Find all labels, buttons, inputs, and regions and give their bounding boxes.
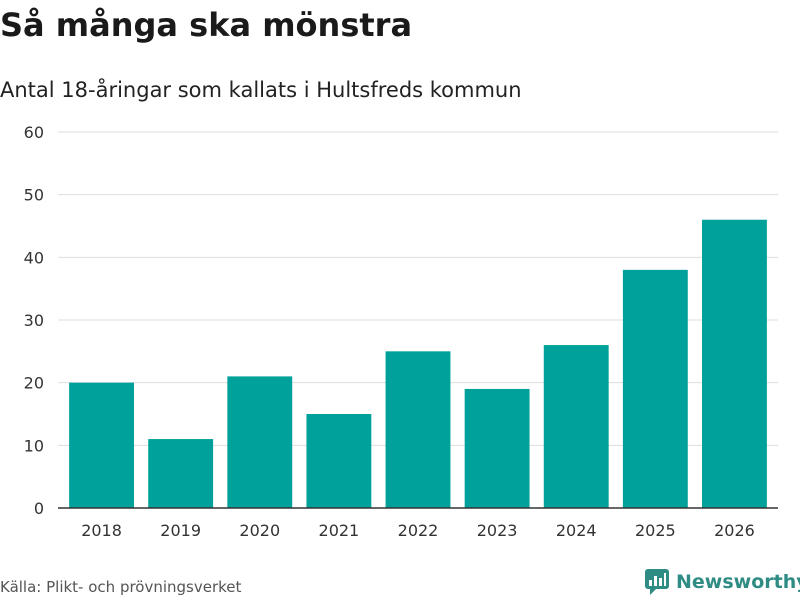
- bar-2026: [702, 219, 767, 508]
- x-tick-label: 2020: [239, 521, 280, 540]
- x-axis-ticks: 2018 2019 2020 2021 2022 2023 2024 2025 2026: [81, 521, 755, 540]
- bar-2022: [385, 351, 451, 508]
- bars: [69, 219, 767, 508]
- x-tick-label: 2024: [556, 521, 597, 540]
- newsworthy-logo-icon: [645, 569, 669, 595]
- y-tick-label: 0: [34, 499, 44, 518]
- y-tick-label: 10: [24, 436, 44, 455]
- y-tick-label: 20: [24, 374, 44, 393]
- bar-2018: [69, 382, 134, 508]
- bar-2019: [148, 439, 214, 508]
- y-tick-label: 50: [24, 186, 44, 205]
- x-tick-label: 2021: [319, 521, 360, 540]
- x-tick-label: 2022: [398, 521, 439, 540]
- y-axis-ticks: 0 10 20 30 40 50 60: [24, 123, 44, 518]
- x-tick-label: 2026: [714, 521, 755, 540]
- bar-2025: [622, 269, 688, 508]
- source-note: Källa: Plikt- och prövningsverket: [0, 578, 242, 596]
- brand-logo: Newsworthy: [644, 568, 800, 596]
- y-tick-label: 30: [24, 311, 44, 330]
- bar-2021: [306, 414, 372, 508]
- x-tick-label: 2025: [635, 521, 676, 540]
- brand-name: Newsworthy: [676, 571, 800, 593]
- y-tick-label: 60: [24, 123, 44, 142]
- y-tick-label: 40: [24, 248, 44, 267]
- chart-subtitle: Antal 18-åringar som kallats i Hultsfred…: [0, 78, 522, 102]
- bar-2024: [543, 345, 609, 508]
- x-tick-label: 2018: [81, 521, 122, 540]
- x-tick-label: 2019: [160, 521, 201, 540]
- bar-2020: [227, 376, 293, 508]
- chart-title: Så många ska mönstra: [0, 6, 413, 44]
- bar-2023: [464, 388, 530, 508]
- x-tick-label: 2023: [477, 521, 518, 540]
